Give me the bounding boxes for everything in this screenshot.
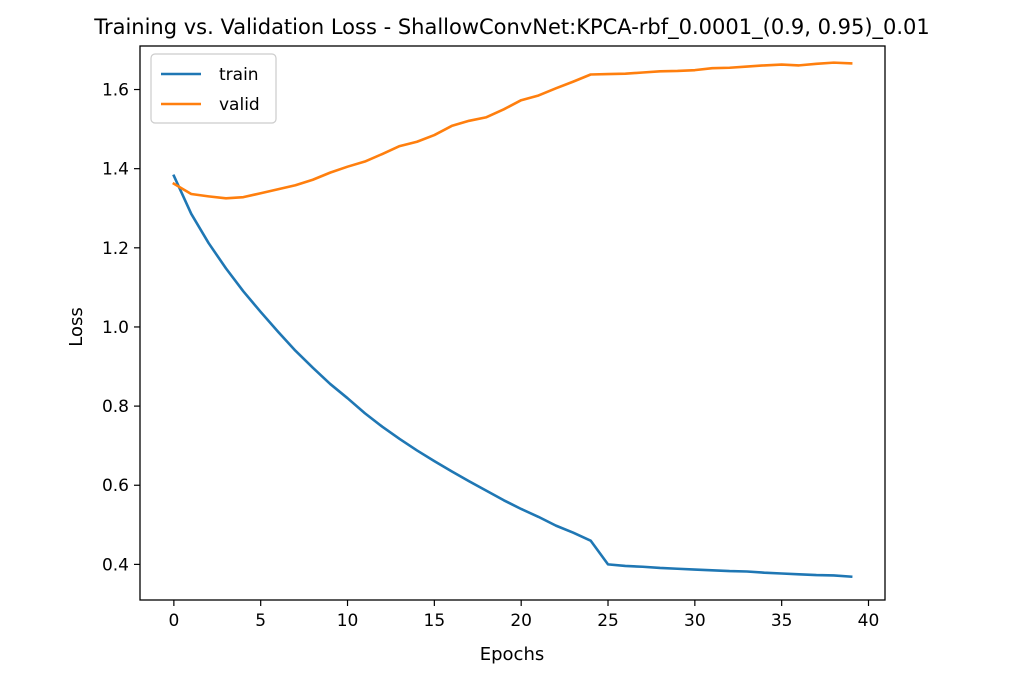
series-line-train	[172, 174, 853, 579]
y-tick-label: 0.4	[102, 555, 129, 575]
x-tick-label: 40	[858, 611, 880, 631]
x-tick-label: 0	[168, 611, 179, 631]
x-tick-label: 30	[684, 611, 706, 631]
x-tick-label: 5	[255, 611, 266, 631]
x-tick-label: 15	[424, 611, 446, 631]
legend-label-train: train	[219, 65, 259, 85]
y-tick-label: 1.6	[102, 81, 129, 101]
legend-box	[150, 53, 277, 124]
y-tick-label: 0.6	[102, 476, 129, 496]
legend-label-valid: valid	[219, 95, 260, 115]
series-line-valid	[172, 61, 853, 200]
plot-area: 0 5 10 15 20 25 30 35 40 0.4 0.6 0.8 1.0 1.2 1.4 1.6 tra…	[102, 45, 886, 631]
x-axis-label: Epochs	[480, 644, 545, 665]
chart-title: Training vs. Validation Loss - ShallowCo…	[93, 15, 930, 40]
x-tick-label: 35	[771, 611, 793, 631]
y-tick-label: 1.0	[102, 318, 129, 338]
x-tick-label: 10	[337, 611, 359, 631]
y-axis-label: Loss	[66, 307, 87, 346]
y-tick-label: 1.2	[102, 239, 129, 259]
x-tick-label: 20	[510, 611, 532, 631]
axes-frame	[139, 45, 886, 601]
y-tick-label: 0.8	[102, 397, 129, 417]
y-tick-label: 1.4	[102, 160, 129, 180]
x-tick-label: 25	[597, 611, 619, 631]
